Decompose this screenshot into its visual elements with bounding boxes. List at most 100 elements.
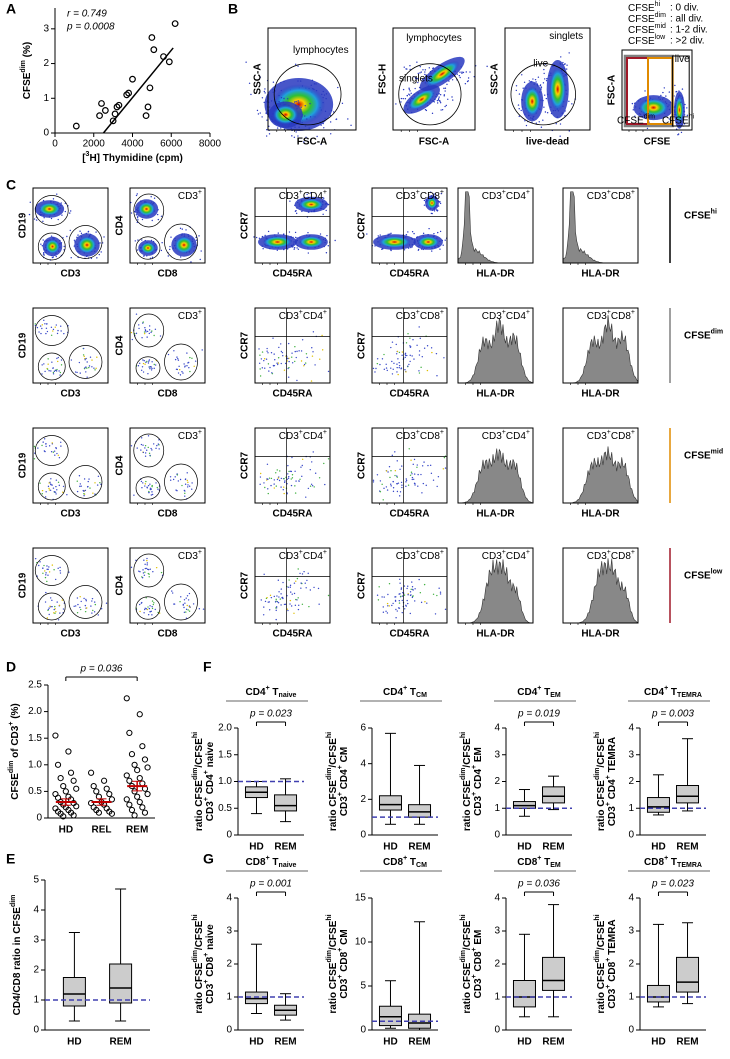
event-dot <box>146 486 148 488</box>
event-dot <box>86 367 88 369</box>
gate <box>37 232 66 261</box>
event-dot <box>423 199 426 202</box>
event-dot <box>280 97 283 99</box>
event-dot <box>379 491 382 493</box>
event-dot <box>78 361 81 364</box>
data-point <box>131 761 138 768</box>
event-dot <box>60 441 62 443</box>
event-dot <box>52 198 55 200</box>
event-dot <box>418 350 421 352</box>
event-dot <box>70 257 72 259</box>
event-dot <box>87 230 90 233</box>
plot-frame <box>457 187 534 264</box>
event-dot <box>435 352 438 355</box>
event-dot <box>93 601 96 603</box>
event-dot <box>34 557 37 560</box>
text-part: CD3 <box>339 796 350 816</box>
event-dot <box>283 486 285 488</box>
event-dot <box>266 596 268 599</box>
event-dot <box>409 94 411 96</box>
superscript: hi <box>192 914 199 920</box>
event-dot <box>147 572 149 575</box>
event-dot <box>400 481 403 484</box>
event-dot <box>295 131 297 133</box>
event-dot <box>136 249 139 251</box>
data-point <box>136 798 143 806</box>
density-core <box>272 104 299 125</box>
event-dot <box>277 579 280 581</box>
text-part: CD3 <box>178 191 198 202</box>
x-tick-label: HD <box>67 1037 81 1048</box>
annotation: p = 0.0008 <box>66 22 115 33</box>
event-dot <box>258 362 261 364</box>
event-dot <box>401 351 404 353</box>
event-dot <box>130 566 133 569</box>
event-dot <box>46 565 48 567</box>
event-dot <box>278 100 280 103</box>
gate <box>164 583 198 621</box>
event-dot <box>58 484 61 487</box>
event-dot <box>422 482 425 485</box>
event-dot <box>273 483 275 485</box>
plot-title: CD3+CD4+ <box>482 309 530 321</box>
event-dot <box>466 80 469 83</box>
plot-frame <box>562 187 639 264</box>
text-part: CD8 <box>420 431 440 442</box>
event-dot <box>403 594 406 596</box>
y-axis-label: CD3+ CD4+ TEMRA <box>605 737 617 826</box>
event-dot <box>143 332 146 335</box>
event-dot <box>677 134 679 136</box>
data-point <box>65 748 72 755</box>
event-dot <box>408 93 410 95</box>
event-dot <box>266 347 268 350</box>
event-dot <box>188 485 191 487</box>
event-dot <box>56 332 59 335</box>
event-dot <box>264 92 266 94</box>
event-dot <box>381 483 383 486</box>
event-dot <box>444 90 446 92</box>
event-dot <box>136 447 138 449</box>
event-dot <box>288 360 290 363</box>
event-dot <box>414 76 416 78</box>
text-part: CD4 <box>246 687 266 698</box>
event-dot <box>568 130 571 132</box>
event-dot <box>442 468 445 470</box>
superscript: + <box>526 309 530 316</box>
event-dot <box>423 461 425 463</box>
data-point <box>131 812 138 819</box>
event-dot <box>289 603 291 605</box>
event-dot <box>392 480 394 483</box>
superscript: + <box>198 189 202 196</box>
event-dot <box>146 559 148 562</box>
event-dot <box>154 608 156 611</box>
event-dot <box>66 235 68 238</box>
event-dot <box>50 217 53 220</box>
event-dot <box>325 252 328 254</box>
event-dot <box>297 135 299 137</box>
event-dot <box>392 490 395 493</box>
data-point <box>57 775 64 782</box>
event-dot <box>56 193 58 195</box>
x-tick-label: REM <box>408 1037 430 1048</box>
event-dot <box>144 447 146 449</box>
event-dot <box>53 569 55 571</box>
event-dot <box>53 612 55 614</box>
event-dot <box>55 611 57 613</box>
event-dot <box>83 490 85 492</box>
event-dot <box>47 363 49 365</box>
event-dot <box>396 483 398 485</box>
event-dot <box>173 350 175 352</box>
event-dot <box>270 352 273 354</box>
event-dot <box>410 588 412 591</box>
event-dot <box>681 88 684 90</box>
event-dot <box>276 127 279 129</box>
event-dot <box>263 358 266 360</box>
event-dot <box>281 351 284 354</box>
event-dot <box>452 99 454 101</box>
data-point <box>171 20 179 28</box>
event-dot <box>82 354 85 356</box>
event-dot <box>413 232 415 235</box>
event-dot <box>198 608 201 610</box>
gate <box>164 223 198 261</box>
event-dot <box>388 583 391 585</box>
